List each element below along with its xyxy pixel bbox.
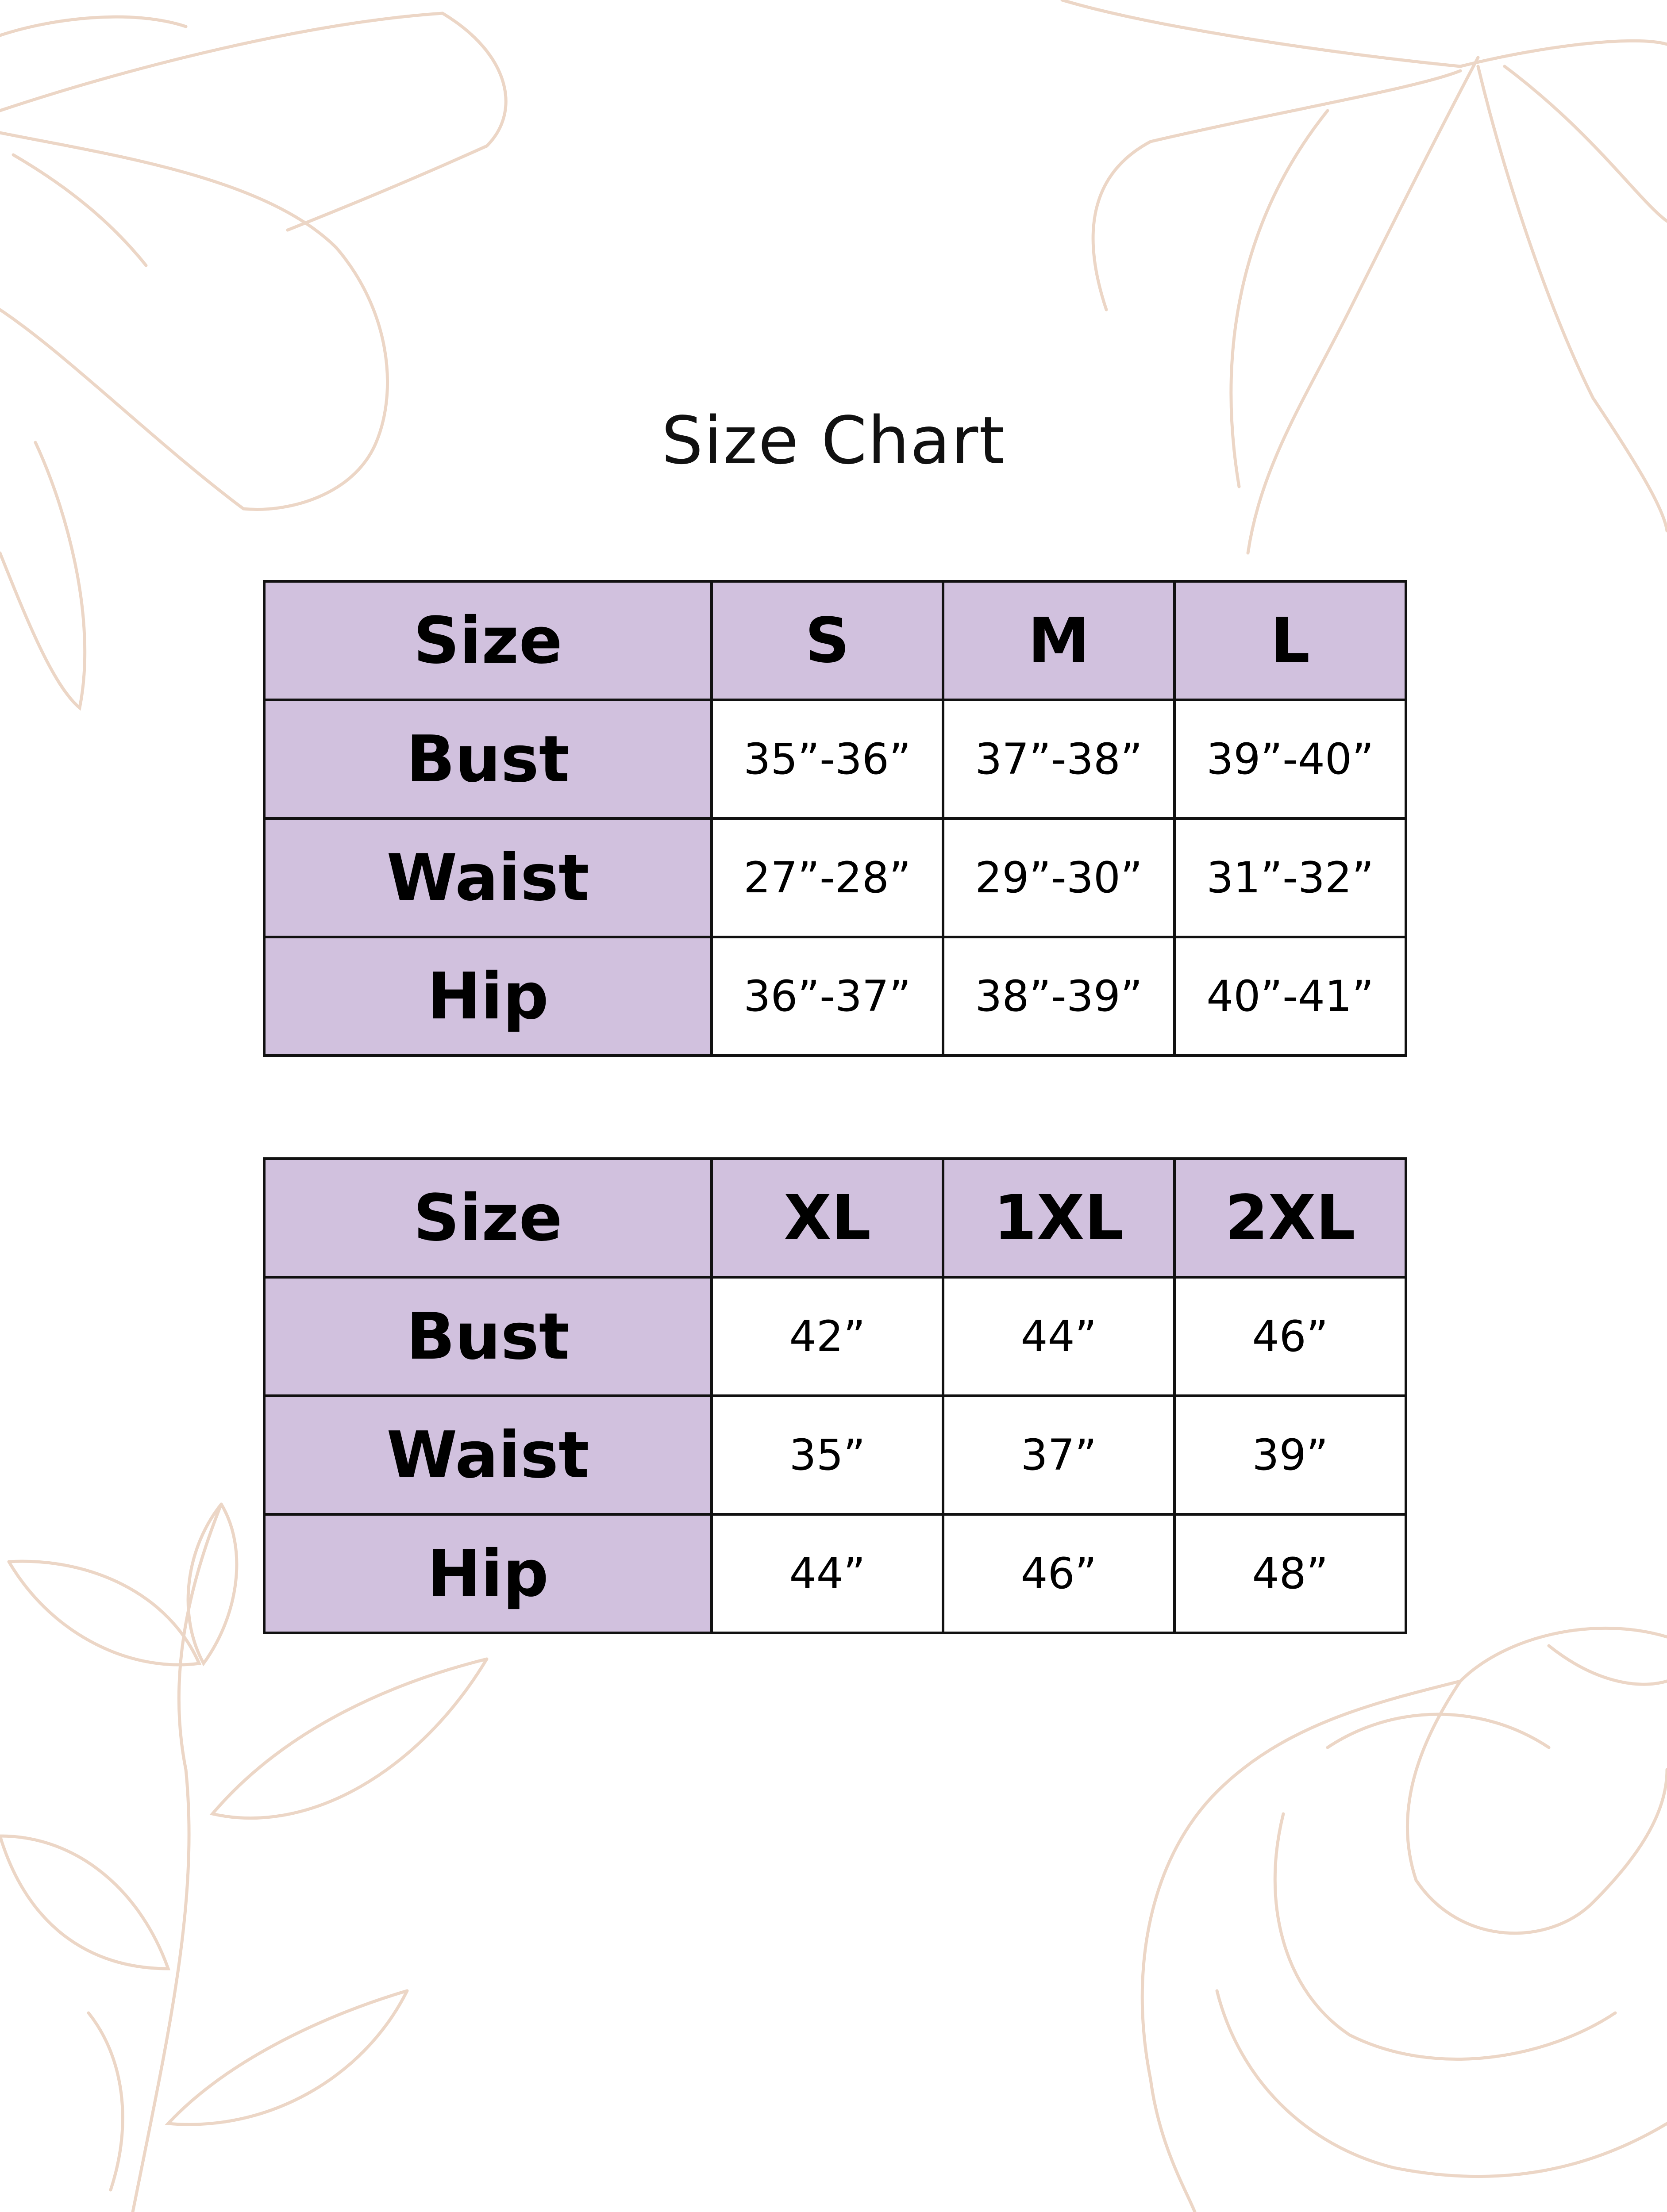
header-cell: Size — [263, 580, 713, 701]
flower-top-right — [1060, 0, 1667, 555]
table-row: Bust 35”-36” 37”-38” 39”-40” — [263, 699, 1407, 820]
header-cell: XL — [710, 1157, 944, 1279]
table-cell: 38”-39” — [942, 936, 1176, 1057]
table-header-row: Size XL 1XL 2XL — [263, 1157, 1407, 1279]
table-cell: 46” — [1173, 1276, 1407, 1397]
row-label: Hip — [263, 1513, 713, 1634]
row-label: Hip — [263, 936, 713, 1057]
flower-top-left — [0, 12, 508, 711]
table-cell: 35”-36” — [710, 699, 944, 820]
table-cell: 39” — [1173, 1394, 1407, 1516]
header-cell: M — [942, 580, 1176, 701]
row-label: Bust — [263, 1276, 713, 1397]
table-row: Waist 27”-28” 29”-30” 31”-32” — [263, 817, 1407, 938]
table-row: Bust 42” 44” 46” — [263, 1276, 1407, 1397]
table-cell: 42” — [710, 1276, 944, 1397]
row-label: Waist — [263, 1394, 713, 1516]
table-cell: 29”-30” — [942, 817, 1176, 938]
table-cell: 46” — [942, 1513, 1176, 1634]
table-cell: 35” — [710, 1394, 944, 1516]
size-table-standard: Size S M L Bust 35”-36” 37”-38” 39”-40” … — [263, 580, 1407, 1057]
header-cell: S — [710, 580, 944, 701]
table-cell: 37” — [942, 1394, 1176, 1516]
leaves-bottom-left — [0, 1502, 489, 2212]
table-cell: 37”-38” — [942, 699, 1176, 820]
table-cell: 36”-37” — [710, 936, 944, 1057]
table-row: Hip 36”-37” 38”-39” 40”-41” — [263, 936, 1407, 1057]
size-table-plus: Size XL 1XL 2XL Bust 42” 44” 46” Waist 3… — [263, 1157, 1407, 1634]
header-cell: 2XL — [1173, 1157, 1407, 1279]
table-row: Hip 44” 46” 48” — [263, 1513, 1407, 1634]
header-cell: Size — [263, 1157, 713, 1279]
table-cell: 27”-28” — [710, 817, 944, 938]
table-header-row: Size S M L — [263, 580, 1407, 701]
header-cell: 1XL — [942, 1157, 1176, 1279]
page-title: Size Chart — [661, 403, 1006, 479]
table-cell: 44” — [942, 1276, 1176, 1397]
row-label: Bust — [263, 699, 713, 820]
row-label: Waist — [263, 817, 713, 938]
table-cell: 48” — [1173, 1513, 1407, 1634]
table-cell: 31”-32” — [1173, 817, 1407, 938]
table-row: Waist 35” 37” 39” — [263, 1394, 1407, 1516]
header-cell: L — [1173, 580, 1407, 701]
table-cell: 39”-40” — [1173, 699, 1407, 820]
table-cell: 44” — [710, 1513, 944, 1634]
table-cell: 40”-41” — [1173, 936, 1407, 1057]
flower-bottom-right — [1140, 1626, 1667, 2212]
